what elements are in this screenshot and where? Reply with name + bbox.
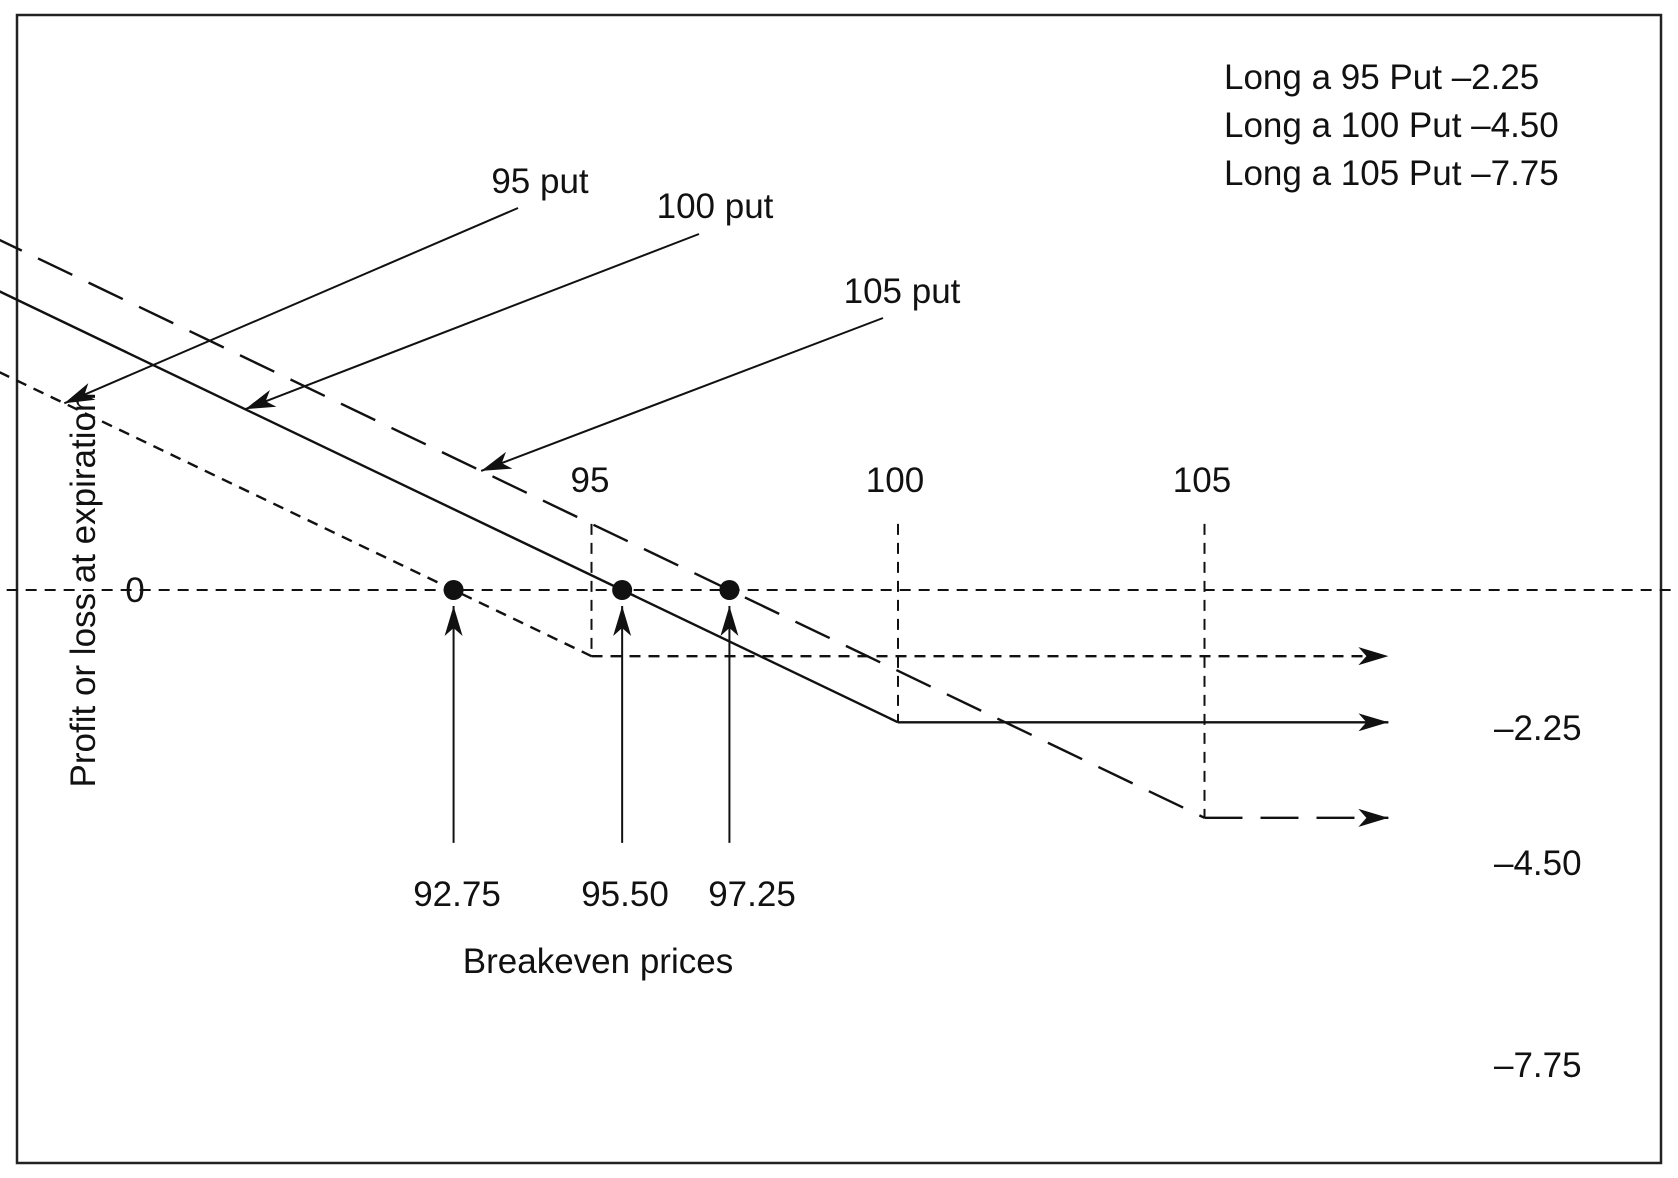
breakeven-point-3 bbox=[719, 580, 740, 600]
strike-tick-95: 95 bbox=[571, 461, 610, 500]
legend-line-100-put: Long a 100 Put –4.50 bbox=[1224, 106, 1559, 145]
strike-tick-105: 105 bbox=[1173, 461, 1231, 500]
callout-arrow-95-put bbox=[63, 207, 519, 405]
breakeven-labels: 92.75 95.50 97.25 Breakeven prices bbox=[413, 875, 796, 981]
breakeven-label-1: 92.75 bbox=[413, 875, 501, 914]
breakeven-point-2 bbox=[612, 580, 633, 600]
payoff-line-100-put-slope bbox=[0, 290, 899, 724]
legend-line-95-put: Long a 95 Put –2.25 bbox=[1224, 58, 1539, 97]
series-label-100-put: 100 put bbox=[657, 187, 774, 226]
breakeven-label-3: 97.25 bbox=[708, 875, 796, 914]
zero-label: 0 bbox=[125, 571, 144, 610]
end-value-labels: –2.25 –4.50 –7.75 bbox=[1494, 709, 1582, 1085]
strike-tick-labels: 95 100 105 bbox=[571, 461, 1232, 500]
callout-arrow-105-put bbox=[480, 317, 884, 472]
series-label-95-put: 95 put bbox=[491, 162, 589, 201]
series-label-105-put: 105 put bbox=[844, 272, 961, 311]
strike-tick-100: 100 bbox=[866, 461, 924, 500]
legend: Long a 95 Put –2.25 Long a 100 Put –4.50… bbox=[1224, 58, 1559, 193]
legend-line-105-put: Long a 105 Put –7.75 bbox=[1224, 154, 1559, 193]
end-label-95-put: –2.25 bbox=[1494, 709, 1582, 748]
callout-arrow-100-put bbox=[244, 233, 700, 411]
payoff-line-95-put-slope bbox=[0, 371, 593, 658]
end-label-100-put: –4.50 bbox=[1494, 844, 1582, 883]
end-label-105-put: –7.75 bbox=[1494, 1046, 1582, 1085]
series-labels: 95 put 100 put 105 put bbox=[491, 162, 960, 311]
breakeven-point-1 bbox=[443, 580, 464, 600]
payoff-line-105-put-slope bbox=[0, 238, 1206, 819]
breakeven-label-2: 95.50 bbox=[581, 875, 669, 914]
breakeven-caption: Breakeven prices bbox=[463, 942, 733, 981]
